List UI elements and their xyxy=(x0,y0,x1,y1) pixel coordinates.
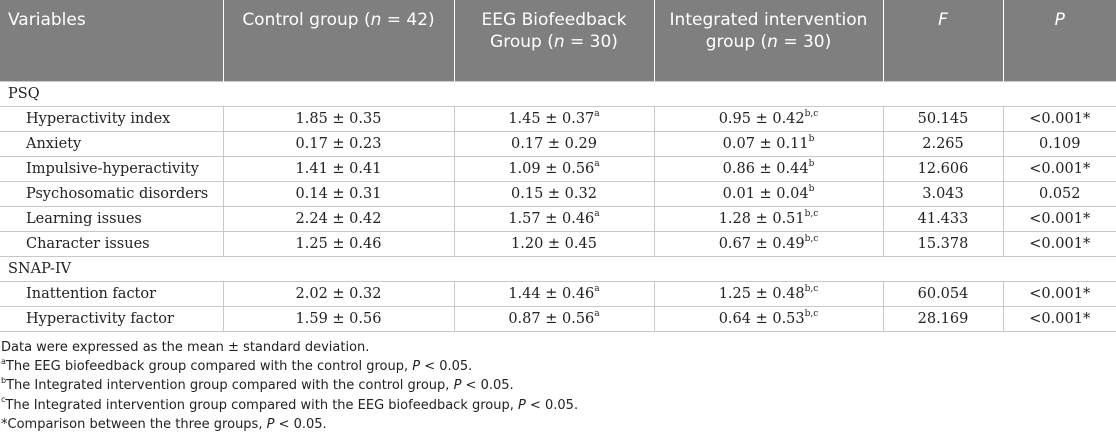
cell-f: 15.378 xyxy=(882,230,1004,257)
footnote-c: cThe Integrated intervention group compa… xyxy=(1,395,579,413)
cell-control: 0.17 ± 0.23 xyxy=(222,130,455,157)
cell-control: 0.14 ± 0.31 xyxy=(222,180,455,207)
header-f: F xyxy=(882,0,1003,81)
cell-p: <0.001* xyxy=(1002,230,1116,257)
row-name: Inattention factor xyxy=(0,280,224,307)
table-row: Learning issues 2.24 ± 0.42 1.57 ± 0.46a… xyxy=(0,205,1116,232)
cell-control: 1.85 ± 0.35 xyxy=(222,105,455,132)
row-name: Psychosomatic disorders xyxy=(0,180,224,207)
header-eeg-group: EEG Biofeedback Group (n = 30) xyxy=(453,0,654,81)
table-footnotes: Data were expressed as the mean ± standa… xyxy=(0,332,1116,435)
cell-control: 2.24 ± 0.42 xyxy=(222,205,455,232)
cell-p: 0.109 xyxy=(1002,130,1116,157)
cell-control: 1.59 ± 0.56 xyxy=(222,305,455,332)
footnote-star: *Comparison between the three groups, P … xyxy=(1,417,327,433)
row-name: Learning issues xyxy=(0,205,224,232)
results-table: Variables Control group (n = 42) EEG Bio… xyxy=(0,0,1116,332)
cell-p: <0.001* xyxy=(1002,280,1116,307)
header-control-group: Control group (n = 42) xyxy=(222,0,454,81)
cell-integrated: 0.95 ± 0.42b,c xyxy=(653,105,884,132)
table-row: Inattention factor 2.02 ± 0.32 1.44 ± 0.… xyxy=(0,280,1116,307)
cell-eeg: 1.20 ± 0.45 xyxy=(453,230,655,257)
section-row-snap-iv: SNAP-IV xyxy=(0,255,1116,282)
cell-eeg: 1.57 ± 0.46a xyxy=(453,205,655,232)
table-row: Impulsive-hyperactivity 1.41 ± 0.41 1.09… xyxy=(0,155,1116,182)
header-p: P xyxy=(1002,0,1116,81)
cell-control: 2.02 ± 0.32 xyxy=(222,280,455,307)
table-row: Character issues 1.25 ± 0.46 1.20 ± 0.45… xyxy=(0,230,1116,257)
cell-f: 28.169 xyxy=(882,305,1004,332)
table-row: Anxiety 0.17 ± 0.23 0.17 ± 0.29 0.07 ± 0… xyxy=(0,130,1116,157)
footnote-b: bThe Integrated intervention group compa… xyxy=(1,375,514,394)
cell-p: <0.001* xyxy=(1002,105,1116,132)
cell-integrated: 0.64 ± 0.53b,c xyxy=(653,305,884,332)
footnote-data-format: Data were expressed as the mean ± standa… xyxy=(1,339,370,355)
table-row: Hyperactivity index 1.85 ± 0.35 1.45 ± 0… xyxy=(0,105,1116,132)
row-name: Impulsive-hyperactivity xyxy=(0,155,224,182)
cell-p: <0.001* xyxy=(1002,155,1116,182)
cell-f: 41.433 xyxy=(882,205,1004,232)
row-name: Character issues xyxy=(0,230,224,257)
section-title: PSQ xyxy=(0,80,1116,107)
cell-f: 3.043 xyxy=(882,180,1004,207)
cell-p: 0.052 xyxy=(1002,180,1116,207)
cell-control: 1.25 ± 0.46 xyxy=(222,230,455,257)
cell-p: <0.001* xyxy=(1002,305,1116,332)
row-name: Anxiety xyxy=(0,130,224,157)
cell-eeg: 0.87 ± 0.56a xyxy=(453,305,655,332)
section-title: SNAP-IV xyxy=(0,255,1116,282)
section-row-psq: PSQ xyxy=(0,80,1116,107)
footnote-a: aThe EEG biofeedback group compared with… xyxy=(1,356,473,374)
cell-integrated: 0.86 ± 0.44b xyxy=(653,155,884,182)
cell-eeg: 0.15 ± 0.32 xyxy=(453,180,655,207)
header-integrated-group: Integrated intervention group (n = 30) xyxy=(653,0,883,81)
cell-eeg: 1.45 ± 0.37a xyxy=(453,105,655,132)
table-body: PSQ Hyperactivity index 1.85 ± 0.35 1.45… xyxy=(0,80,1116,332)
header-variables: Variables xyxy=(0,0,223,81)
cell-f: 60.054 xyxy=(882,280,1004,307)
cell-eeg: 0.17 ± 0.29 xyxy=(453,130,655,157)
cell-eeg: 1.09 ± 0.56a xyxy=(453,155,655,182)
row-name: Hyperactivity factor xyxy=(0,305,224,332)
table-row: Hyperactivity factor 1.59 ± 0.56 0.87 ± … xyxy=(0,305,1116,332)
row-name: Hyperactivity index xyxy=(0,105,224,132)
cell-integrated: 0.07 ± 0.11b xyxy=(653,130,884,157)
header-row: Variables Control group (n = 42) EEG Bio… xyxy=(0,0,1116,81)
cell-p: <0.001* xyxy=(1002,205,1116,232)
cell-integrated: 1.25 ± 0.48b,c xyxy=(653,280,884,307)
cell-f: 12.606 xyxy=(882,155,1004,182)
table-row: Psychosomatic disorders 0.14 ± 0.31 0.15… xyxy=(0,180,1116,207)
cell-f: 50.145 xyxy=(882,105,1004,132)
cell-f: 2.265 xyxy=(882,130,1004,157)
table-header: Variables Control group (n = 42) EEG Bio… xyxy=(0,0,1116,81)
cell-integrated: 1.28 ± 0.51b,c xyxy=(653,205,884,232)
cell-control: 1.41 ± 0.41 xyxy=(222,155,455,182)
cell-integrated: 0.67 ± 0.49b,c xyxy=(653,230,884,257)
cell-eeg: 1.44 ± 0.46a xyxy=(453,280,655,307)
cell-integrated: 0.01 ± 0.04b xyxy=(653,180,884,207)
